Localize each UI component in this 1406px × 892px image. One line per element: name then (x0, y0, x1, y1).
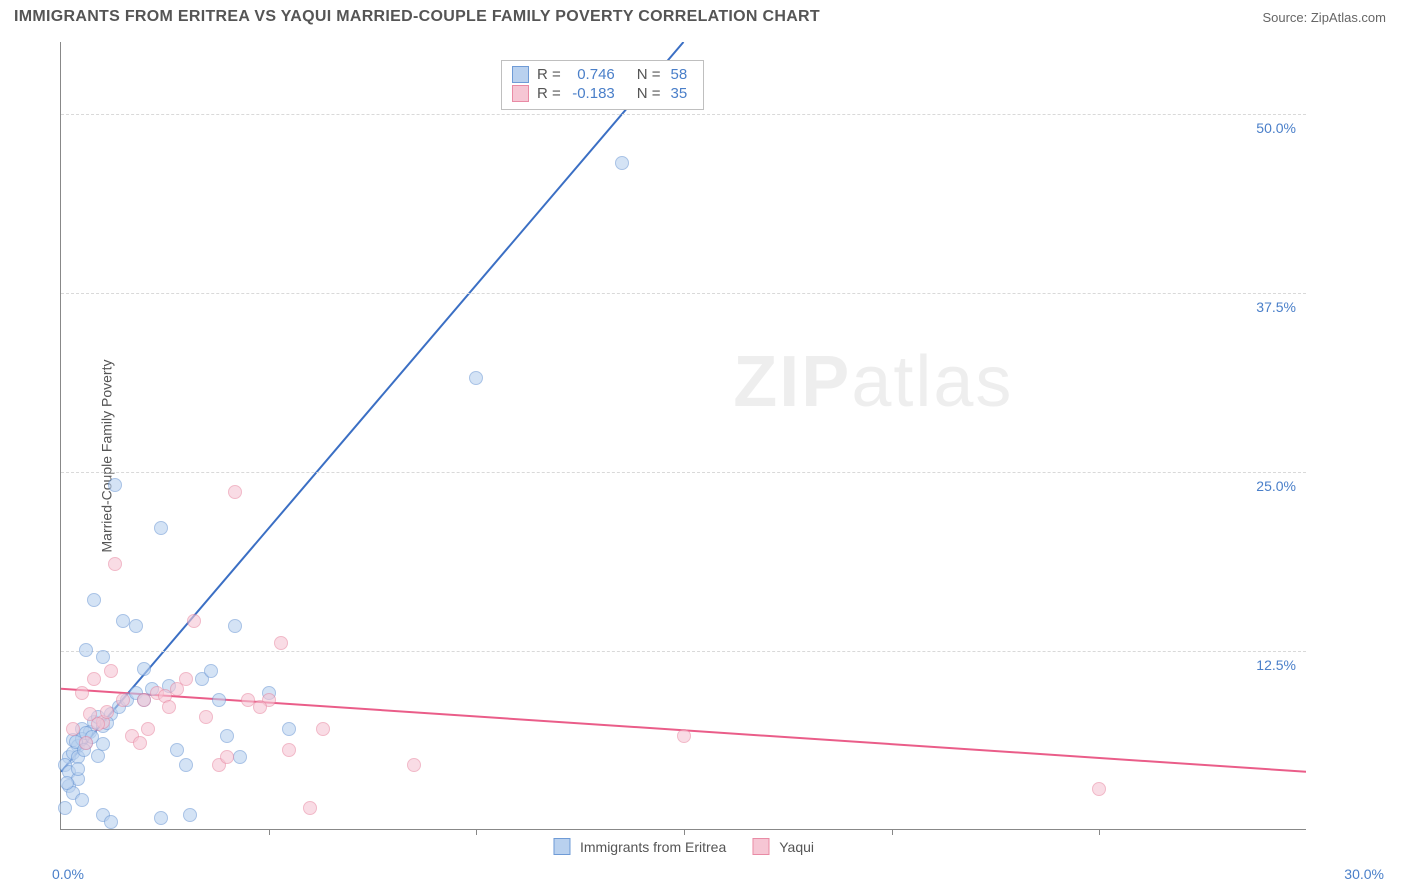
scatter-point (204, 664, 218, 678)
legend-label: Yaqui (779, 839, 814, 855)
scatter-point (108, 478, 122, 492)
scatter-point (96, 650, 110, 664)
bottom-legend: Immigrants from Eritrea Yaqui (553, 838, 814, 855)
trend-line (61, 42, 684, 772)
scatter-point (615, 156, 629, 170)
scatter-point (179, 672, 193, 686)
n-label: N = (629, 85, 661, 102)
gridline-h (61, 651, 1306, 652)
scatter-point (133, 736, 147, 750)
chart-title: IMMIGRANTS FROM ERITREA VS YAQUI MARRIED… (14, 8, 820, 26)
scatter-point (137, 662, 151, 676)
stats-row: R = 0.746 N = 58 (512, 65, 687, 84)
scatter-point (91, 749, 105, 763)
x-tick-mark (269, 829, 270, 835)
scatter-point (407, 758, 421, 772)
r-value: -0.183 (567, 85, 623, 102)
n-value: 58 (667, 66, 688, 83)
scatter-point (108, 557, 122, 571)
scatter-point (282, 743, 296, 757)
n-value: 35 (667, 85, 688, 102)
source-link[interactable]: ZipAtlas.com (1311, 10, 1386, 25)
watermark-atlas: atlas (851, 342, 1013, 422)
legend-label: Immigrants from Eritrea (580, 839, 726, 855)
x-tick-mark (1099, 829, 1100, 835)
n-label: N = (629, 66, 661, 83)
scatter-point (104, 815, 118, 829)
legend-swatch (512, 85, 529, 102)
watermark: ZIPatlas (733, 341, 1013, 423)
scatter-point (79, 736, 93, 750)
scatter-point (116, 693, 130, 707)
source-attribution: Source: ZipAtlas.com (1262, 10, 1386, 25)
scatter-point (233, 750, 247, 764)
scatter-point (75, 686, 89, 700)
legend-swatch (553, 838, 570, 855)
legend-swatch (512, 66, 529, 83)
scatter-point (1092, 782, 1106, 796)
r-value: 0.746 (567, 66, 623, 83)
scatter-point (79, 643, 93, 657)
scatter-point (199, 710, 213, 724)
scatter-point (187, 614, 201, 628)
y-tick-label: 12.5% (1256, 657, 1296, 673)
r-label: R = (537, 85, 561, 102)
scatter-point (58, 801, 72, 815)
legend-swatch (752, 838, 769, 855)
scatter-point (228, 485, 242, 499)
scatter-point (87, 672, 101, 686)
scatter-point (100, 705, 114, 719)
r-label: R = (537, 66, 561, 83)
scatter-point (183, 808, 197, 822)
scatter-point (220, 750, 234, 764)
x-tick-mark (892, 829, 893, 835)
scatter-point (253, 700, 267, 714)
bottom-legend-item: Immigrants from Eritrea (553, 838, 726, 855)
y-tick-label: 25.0% (1256, 478, 1296, 494)
scatter-point (141, 722, 155, 736)
plot-region: ZIPatlas R =0.746N =58R =-0.183N =35 Imm… (60, 42, 1306, 830)
watermark-zip: ZIP (733, 342, 851, 422)
scatter-point (66, 722, 80, 736)
stats-row: R = -0.183 N = 35 (512, 84, 687, 103)
x-axis-label-left: 0.0% (52, 866, 84, 882)
x-tick-mark (476, 829, 477, 835)
x-axis-label-right: 30.0% (1344, 866, 1384, 882)
scatter-point (71, 762, 85, 776)
scatter-point (179, 758, 193, 772)
scatter-point (60, 776, 74, 790)
source-label: Source: (1262, 10, 1310, 25)
scatter-point (220, 729, 234, 743)
gridline-h (61, 293, 1306, 294)
gridline-h (61, 114, 1306, 115)
scatter-point (154, 811, 168, 825)
scatter-point (274, 636, 288, 650)
x-tick-mark (684, 829, 685, 835)
scatter-point (104, 664, 118, 678)
scatter-point (212, 693, 226, 707)
y-tick-label: 50.0% (1256, 120, 1296, 136)
scatter-point (87, 593, 101, 607)
chart-header: IMMIGRANTS FROM ERITREA VS YAQUI MARRIED… (0, 0, 1406, 30)
scatter-point (677, 729, 691, 743)
scatter-point (282, 722, 296, 736)
scatter-point (170, 743, 184, 757)
scatter-point (303, 801, 317, 815)
gridline-h (61, 472, 1306, 473)
scatter-point (316, 722, 330, 736)
bottom-legend-item: Yaqui (752, 838, 814, 855)
scatter-point (469, 371, 483, 385)
scatter-point (162, 700, 176, 714)
scatter-point (91, 717, 105, 731)
scatter-point (154, 521, 168, 535)
scatter-point (75, 793, 89, 807)
scatter-point (228, 619, 242, 633)
trend-lines-layer (61, 42, 1306, 829)
chart-area: Married-Couple Family Poverty ZIPatlas R… (14, 34, 1388, 878)
y-tick-label: 37.5% (1256, 299, 1296, 315)
stats-legend-box: R = 0.746 N = 58 R = -0.183 N = 35 (501, 60, 704, 110)
scatter-point (129, 619, 143, 633)
